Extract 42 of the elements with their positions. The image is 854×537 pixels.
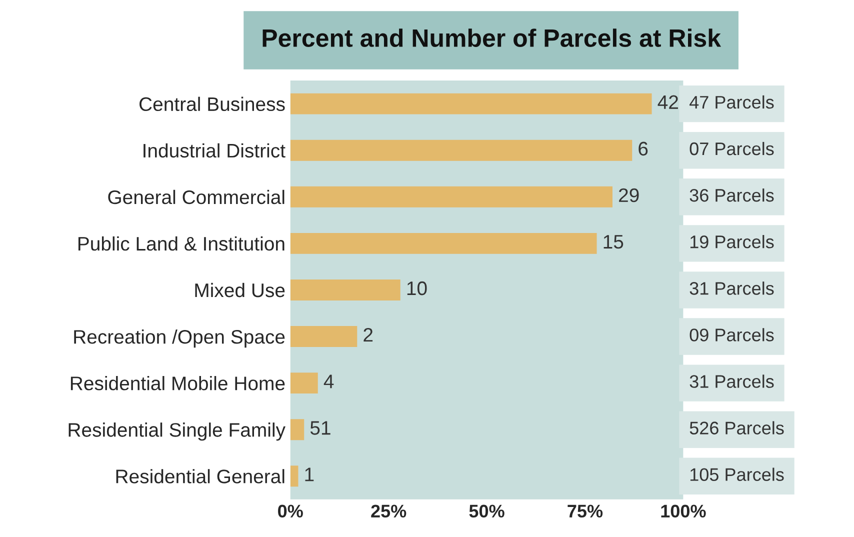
y-tick-label: General Commercial: [108, 190, 284, 204]
bar: [290, 419, 304, 440]
y-tick-label: Residential Single Family: [68, 422, 286, 441]
text: 47 Parcels: [690, 95, 774, 109]
text: 105 Parcels: [690, 468, 784, 481]
bar: [290, 466, 298, 487]
annotation: 29: [619, 188, 639, 202]
annotation: 10: [407, 281, 427, 296]
x-tick-label: 50%: [469, 504, 504, 518]
y-tick-label: Recreation /Open Space: [74, 329, 285, 348]
x-tick-label: 75%: [568, 504, 603, 518]
text: 36 Parcels: [690, 188, 774, 202]
annotation: 51: [310, 421, 330, 435]
y-tick-label: Mixed Use: [195, 282, 285, 298]
y-tick-label: Residential Mobile Home: [70, 376, 285, 390]
text: 09 Parcels: [690, 328, 774, 342]
chart-title: Percent and Number of Parcels at Risk: [262, 28, 722, 47]
y-tick-label: Residential General: [116, 469, 284, 484]
bar: [290, 280, 400, 300]
y-tick-label: Central Business: [140, 96, 285, 112]
annotation: 2: [364, 328, 373, 342]
annotation: 42: [658, 95, 678, 109]
annotation: 6: [638, 142, 648, 156]
x-tick-label: 25%: [371, 504, 406, 518]
bar: [290, 232, 597, 254]
text: 526 Parcels: [690, 421, 784, 434]
annotation: 1: [305, 468, 314, 482]
y-tick-label: Industrial District: [144, 143, 286, 158]
text: 31 Parcels: [690, 282, 774, 295]
annotation: 15: [604, 235, 624, 249]
annotation: 4: [324, 374, 334, 388]
x-tick-label: 0%: [278, 504, 303, 518]
text: 07 Parcels: [690, 142, 774, 156]
text: 31 Parcels: [690, 374, 774, 388]
x-tick-label: 100%: [661, 504, 706, 518]
text: 19 Parcels: [690, 235, 774, 248]
bar: [290, 186, 612, 208]
bar: [290, 372, 318, 394]
bar: [290, 326, 358, 347]
bar: [290, 140, 632, 161]
y-tick-label: Public Land & Institution: [78, 236, 284, 251]
bar: [290, 93, 652, 114]
